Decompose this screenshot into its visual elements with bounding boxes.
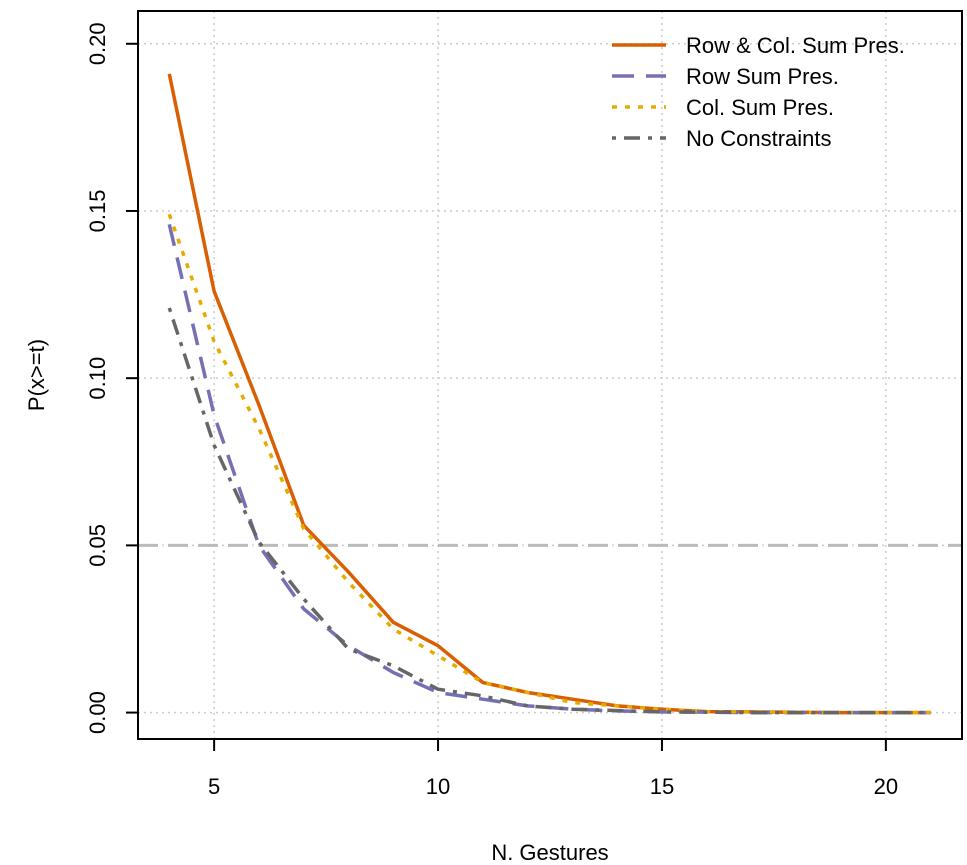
series-group	[167, 73, 931, 715]
plot-frame	[137, 10, 963, 740]
y-axis: 0.00 0.05 0.10 0.15 0.20	[85, 22, 138, 734]
x-axis: 5 10 15 20	[208, 738, 898, 799]
series-line-3	[167, 307, 931, 715]
y-tick-label: 0.05	[85, 524, 110, 567]
y-tick-label: 0.20	[85, 22, 110, 65]
legend-label-3: No Constraints	[686, 126, 832, 151]
series-line-2	[167, 213, 931, 715]
x-tick-label: 15	[650, 774, 674, 799]
y-axis-label: P(x>=t)	[24, 339, 49, 411]
x-axis-label: N. Gestures	[491, 840, 608, 865]
legend-label-2: Col. Sum Pres.	[686, 95, 834, 120]
legend: Row & Col. Sum Pres. Row Sum Pres. Col. Su…	[612, 33, 905, 151]
x-tick-label: 10	[426, 774, 450, 799]
legend-label-0: Row & Col. Sum Pres.	[686, 33, 905, 58]
y-tick-label: 0.00	[85, 691, 110, 734]
y-tick-label: 0.15	[85, 190, 110, 233]
grid	[138, 11, 962, 739]
series-line-0	[167, 73, 931, 715]
x-tick-label: 5	[208, 774, 220, 799]
y-tick-label: 0.10	[85, 357, 110, 400]
legend-label-1: Row Sum Pres.	[686, 64, 839, 89]
x-tick-label: 20	[874, 774, 898, 799]
